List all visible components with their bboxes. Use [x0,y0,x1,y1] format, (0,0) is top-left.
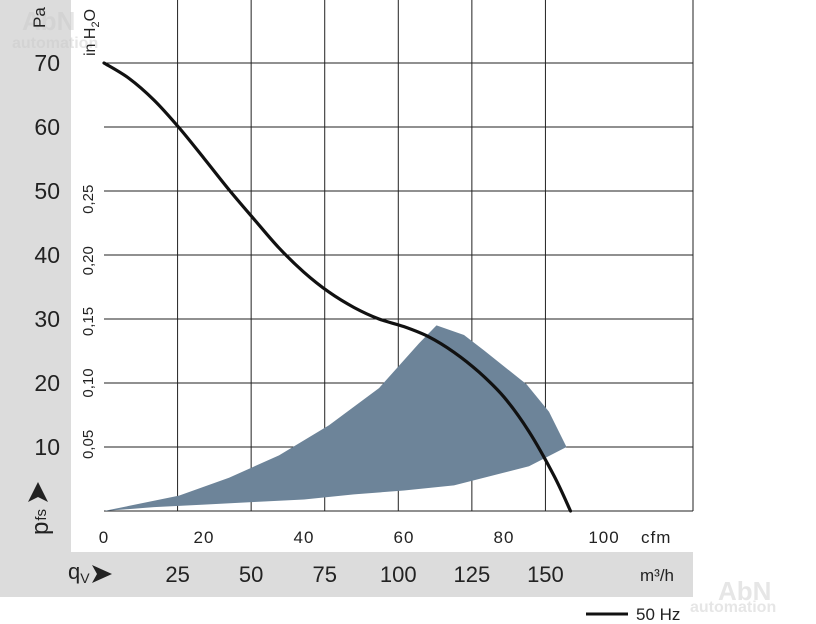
x-tick-label-cfm: 0 [99,528,109,547]
operating-region [104,325,567,511]
y-symbol-main: p [27,522,54,535]
y-tick-label-inh2o: 0,10 [80,368,97,397]
x-tick-label-cfm: 80 [494,528,515,547]
watermark-brand-2: AbN [718,576,771,606]
y-tick-label-pa: 70 [34,50,60,76]
x-tick-label-m3h: 150 [527,562,564,587]
legend-label: 50 Hz [636,605,680,624]
series-lines [102,61,573,513]
x-tick-label-cfm: 60 [394,528,415,547]
left-axis-band [0,0,71,552]
x-tick-label-cfm: 40 [294,528,315,547]
x-tick-label-m3h: 125 [454,562,491,587]
y-tick-label-inh2o: 0,25 [80,185,97,214]
y-tick-label-pa: 50 [34,178,60,204]
x-tick-label-cfm: 20 [194,528,215,547]
bottom-axis-band [0,552,693,597]
y-unit-pa: Pa [30,7,49,28]
x-tick-label-m3h: 75 [312,562,336,587]
y-symbol-pfs: pfs [27,509,54,535]
x-tick-label-cfm: 100 [588,528,619,547]
y-symbol-sub: fs [33,509,50,521]
second-y-axis-band [71,0,104,552]
y-tick-label-inh2o: 0,05 [80,430,97,459]
y-tick-label-pa: 30 [34,306,60,332]
y-tick-label-pa: 20 [34,370,60,396]
x-unit-cfm: cfm [641,528,671,547]
x-tick-label-m3h: 25 [165,562,189,587]
y-unit-inh2o: in H2O [82,9,102,56]
x-axis-arrow-icon [92,565,112,583]
y-tick-label-pa: 10 [34,434,60,460]
y-axis-arrow-icon [28,482,48,502]
y-tick-label-pa: 60 [34,114,60,140]
y-unit-inh2o-sub: 2 [90,21,102,27]
x-symbol-sub: V [80,570,90,586]
x-tick-label-m3h: 50 [239,562,263,587]
watermark-sub-2: automation [690,599,776,616]
x-symbol-qv: qV [68,559,90,586]
x-unit-m3h: m³/h [640,566,674,585]
watermark-brand: AbN [22,6,75,36]
series-line-50hz [102,61,573,513]
operating-region-area [104,325,567,511]
y-tick-label-inh2o: 0,15 [80,307,97,336]
y-tick-label-inh2o: 0,20 [80,246,97,275]
x-symbol-main: q [68,559,80,584]
y-tick-label-pa: 40 [34,242,60,268]
y-unit-inh2o-end: O [82,9,99,21]
x-tick-label-m3h: 100 [380,562,417,587]
y-unit-inh2o-main: in H [82,28,99,56]
watermark-sub: automation [12,35,98,52]
tick-labels: 10 20 30 40 50 60 70 0,05 0,10 0,15 0,20 0,25 0 20 40 6… [34,50,619,587]
